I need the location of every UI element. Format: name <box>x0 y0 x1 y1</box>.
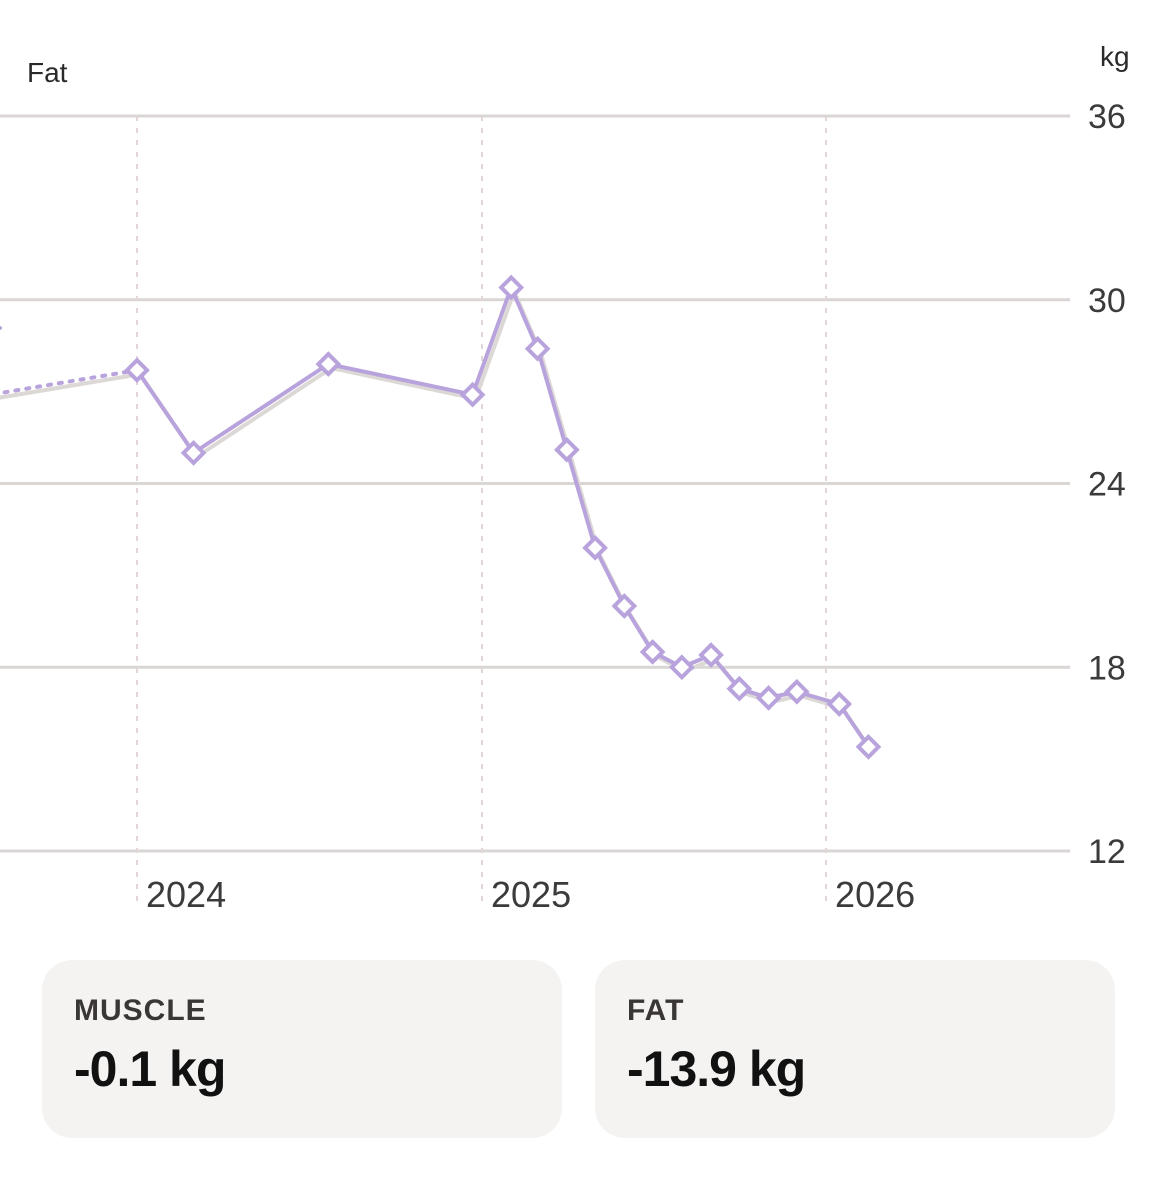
y-tick-label: 18 <box>1088 649 1126 687</box>
fat-series-points <box>124 274 882 760</box>
x-tick-label: 2026 <box>835 874 915 915</box>
data-point[interactable] <box>459 381 486 408</box>
data-point[interactable] <box>826 691 853 717</box>
series-segment <box>326 362 475 397</box>
series-segment <box>564 447 598 550</box>
series-segment <box>470 285 514 397</box>
data-point[interactable] <box>698 642 724 668</box>
muscle-value: -0.1 kg <box>74 1041 226 1097</box>
data-point[interactable] <box>611 593 638 619</box>
series-segment <box>191 362 331 455</box>
data-point[interactable] <box>498 274 525 301</box>
data-point[interactable] <box>726 675 753 702</box>
y-tick-label: 36 <box>1088 98 1126 136</box>
data-point[interactable] <box>554 436 580 463</box>
data-point[interactable] <box>669 654 695 681</box>
series-segment <box>135 368 196 455</box>
data-point[interactable] <box>582 534 608 561</box>
y-gridlines <box>0 114 1070 853</box>
series-segment <box>535 346 569 452</box>
data-point[interactable] <box>855 734 882 760</box>
chart-title: Fat <box>27 57 68 88</box>
y-tick-label: 30 <box>1088 282 1126 320</box>
muscle-label: MUSCLE <box>74 994 207 1027</box>
x-tick-label: 2025 <box>491 874 571 915</box>
data-point[interactable] <box>639 639 666 665</box>
data-point[interactable] <box>784 678 810 705</box>
x-tick-labels: 2024 2025 2026 <box>146 874 915 915</box>
fat-label: FAT <box>627 994 685 1027</box>
y-tick-labels: 12 18 24 30 36 <box>1088 98 1126 871</box>
data-point[interactable] <box>755 685 782 711</box>
summary-cards: MUSCLE -0.1 kg FAT -13.9 kg <box>42 960 1115 1138</box>
y-tick-label: 12 <box>1088 833 1126 871</box>
series-segment <box>593 545 627 608</box>
fat-card[interactable]: FAT -13.9 kg <box>595 960 1115 1138</box>
data-point[interactable] <box>315 351 342 377</box>
muscle-card[interactable]: MUSCLE -0.1 kg <box>42 960 562 1138</box>
x-gridlines <box>136 116 828 905</box>
data-point[interactable] <box>180 440 207 466</box>
data-point[interactable] <box>524 335 551 362</box>
fat-chart: Fat kg 12 18 24 30 36 2024 2025 2026 <box>0 41 1130 915</box>
y-tick-label: 24 <box>1088 466 1126 504</box>
fat-value: -13.9 kg <box>627 1041 806 1097</box>
data-point[interactable] <box>124 357 150 384</box>
series-segment <box>509 285 540 351</box>
x-tick-label: 2024 <box>146 874 226 915</box>
unit-label: kg <box>1100 41 1130 72</box>
